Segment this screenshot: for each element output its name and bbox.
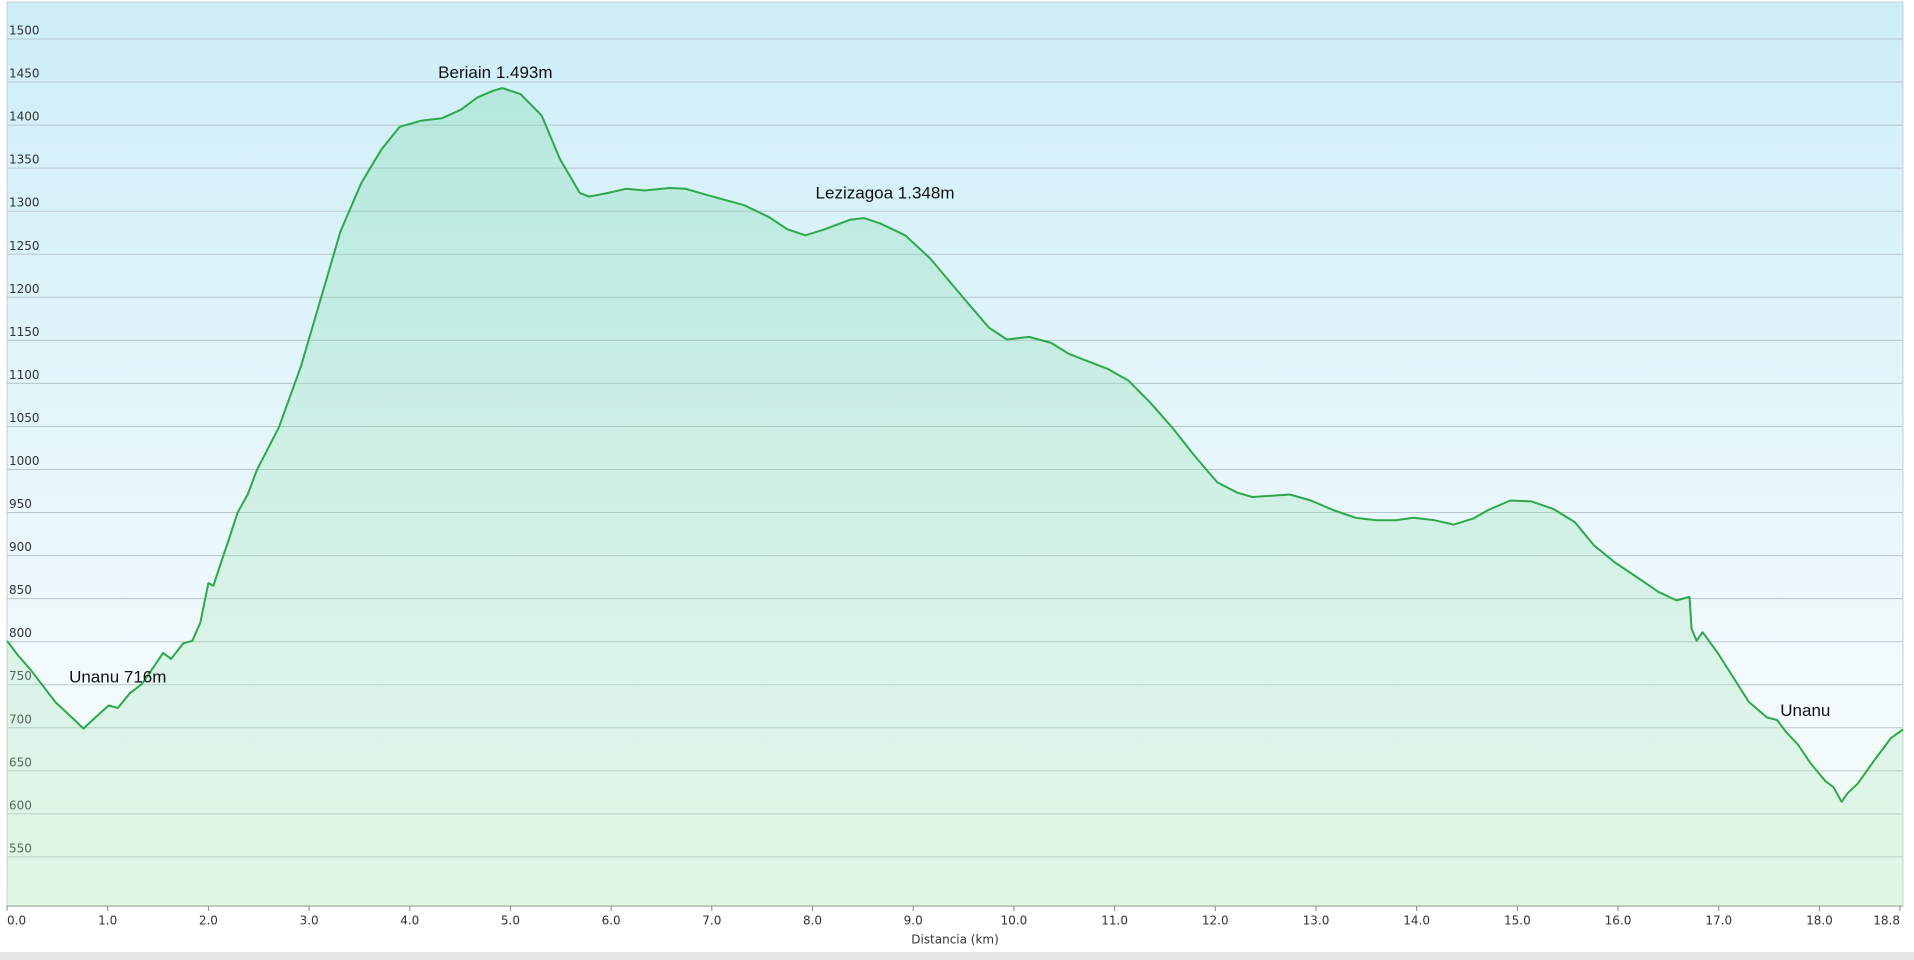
x-tick-label: 11.0 [1101,914,1128,928]
x-tick-label: 5.0 [501,914,520,928]
x-tick-label: 2.0 [199,914,218,928]
y-tick-label: 1000 [9,454,40,468]
bottom-strip [0,952,1914,960]
area-fill [7,88,1903,907]
elevation-line [6,87,1904,803]
annotation: Unanu [1780,701,1830,720]
x-tick-label: 16.0 [1605,914,1632,928]
x-tick-label: 17.0 [1705,914,1732,928]
annotation: Unanu 716m [69,667,166,686]
x-tick-label: 7.0 [702,914,721,928]
y-tick-label: 1100 [9,368,40,382]
y-tick-label: 1350 [9,153,40,167]
x-tick-label: 18.8 [1873,914,1900,928]
y-tick-label: 1200 [9,282,40,296]
x-tick-label: 13.0 [1303,914,1330,928]
y-tick-label: 1500 [9,24,40,38]
y-tick-label: 850 [9,583,32,597]
x-tick-label: 8.0 [803,914,822,928]
y-tick-label: 950 [9,497,32,511]
y-tick-label: 1450 [9,67,40,81]
y-tick-label: 1150 [9,325,40,339]
y-tick-label: 900 [9,540,32,554]
x-tick-label: 6.0 [602,914,621,928]
y-tick-label: 1300 [9,196,40,210]
annotation: Beriain 1.493m [438,63,552,82]
x-axis-label: Distancia (km) [911,933,999,947]
x-tick-label: 4.0 [400,914,419,928]
x-tick-label: 1.0 [98,914,117,928]
x-tick-label: 10.0 [1001,914,1028,928]
x-tick-label: 14.0 [1403,914,1430,928]
y-tick-label: 800 [9,626,32,640]
x-tick-label: 0.0 [7,914,26,928]
y-tick-label: 1400 [9,110,40,124]
x-tick-label: 15.0 [1504,914,1531,928]
x-tick-label: 3.0 [300,914,319,928]
x-tick-label: 9.0 [904,914,923,928]
annotation: Lezizagoa 1.348m [816,183,955,202]
y-tick-label: 1250 [9,239,40,253]
y-tick-label: 1050 [9,411,40,425]
x-tick-label: 12.0 [1202,914,1229,928]
x-tick-label: 18.0 [1806,914,1833,928]
